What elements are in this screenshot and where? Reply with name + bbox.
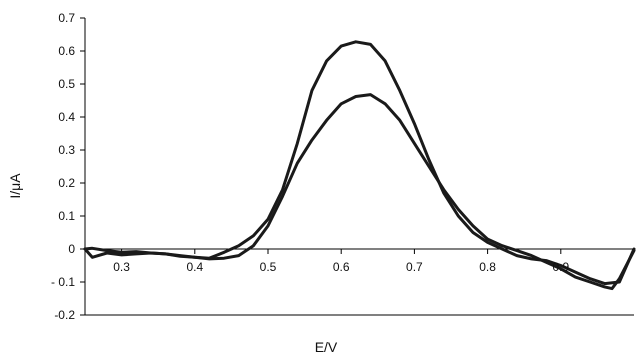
y-tick-label: 0.1 xyxy=(58,209,75,223)
y-tick-label: 0.2 xyxy=(58,176,75,190)
x-tick-label: 0.5 xyxy=(260,260,277,274)
y-axis-title: I/μA xyxy=(7,173,23,199)
x-tick-label: 0.9 xyxy=(552,260,569,274)
y-tick-label: 0.3 xyxy=(58,143,75,157)
x-tick-label: 0.8 xyxy=(479,260,496,274)
y-tick-label: 0 xyxy=(68,242,75,256)
x-tick-label: 0.4 xyxy=(186,260,203,274)
y-tick-label: 0.6 xyxy=(58,44,75,58)
x-tick-label: 0.6 xyxy=(333,260,350,274)
y-tick-label: -0.2 xyxy=(54,308,75,322)
series-layer xyxy=(83,40,636,291)
y-tick-label: 0.5 xyxy=(58,77,75,91)
y-tick-label: 0.7 xyxy=(58,11,75,25)
tick-labels: -0.2 - 0.1 0 0.1 0.2 0.3 0.4 0.5 0.6 0.7 0.3 0.4 0.5… xyxy=(51,11,569,322)
axes xyxy=(80,17,634,316)
y-tick-label: - 0.1 xyxy=(51,275,75,289)
x-axis-title: E/V xyxy=(315,339,338,355)
x-tick-label: 0.7 xyxy=(406,260,423,274)
series-line-2 xyxy=(83,93,636,291)
x-tick-label: 0.3 xyxy=(113,260,130,274)
series-line-1 xyxy=(83,40,636,286)
y-tick-label: 0.4 xyxy=(58,110,75,124)
